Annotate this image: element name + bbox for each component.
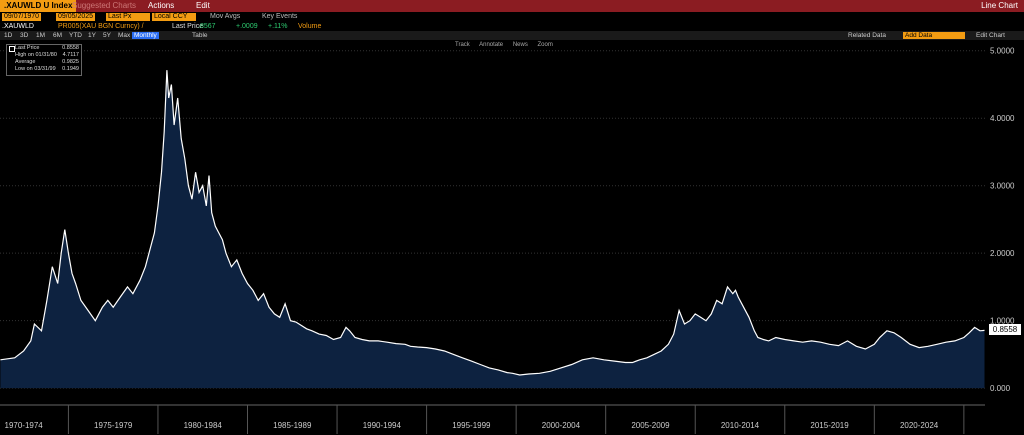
chart-tools: Track Annotate News Zoom xyxy=(455,42,561,48)
series-area xyxy=(0,70,985,389)
volume-label[interactable]: Volume xyxy=(298,23,322,30)
suggested-charts-button[interactable]: Suggested Charts xyxy=(72,1,137,10)
x-tick-label: 1980-1984 xyxy=(184,421,223,430)
period-bar: 1D 3D 1M 6M YTD 1Y 5Y Max Monthly Table … xyxy=(0,31,1024,40)
y-tick-label: 3.0000 xyxy=(990,182,1015,191)
start-date-field[interactable]: 09/07/1970 xyxy=(2,13,42,21)
price-field-select[interactable]: Last Px xyxy=(106,13,150,21)
edit-chart-button[interactable]: Edit Chart xyxy=(976,32,1005,39)
legend-key: Low on 03/31/99 xyxy=(15,66,56,72)
ticker-field[interactable]: .XAUWLD U Index xyxy=(0,0,77,12)
chart-legend: Last Price 0.8558 High on 01/31/80 4.7117 … xyxy=(6,44,82,76)
period-ytd[interactable]: YTD xyxy=(69,32,82,39)
last-price-value: .8567 xyxy=(198,23,216,30)
legend-row-average: Average 0.9825 xyxy=(7,59,81,66)
change-pct-value: +.11% xyxy=(268,23,288,30)
legend-key: Average xyxy=(15,59,36,65)
x-tick-label: 1975-1979 xyxy=(94,421,133,430)
edit-menu[interactable]: Edit xyxy=(196,1,210,10)
legend-value: 0.8558 xyxy=(62,45,79,51)
x-tick-label: 2000-2004 xyxy=(542,421,581,430)
x-tick-label: 1970-1974 xyxy=(5,421,44,430)
x-tick-label: 1990-1994 xyxy=(363,421,402,430)
period-3d[interactable]: 3D xyxy=(20,32,29,39)
x-tick-label: 2015-2019 xyxy=(810,421,849,430)
period-max[interactable]: Max xyxy=(118,32,131,39)
mov-avgs-toggle[interactable]: Mov Avgs xyxy=(210,13,241,20)
actions-menu[interactable]: Actions xyxy=(148,1,175,10)
key-events-toggle[interactable]: Key Events xyxy=(262,13,298,20)
news-tool[interactable]: News xyxy=(512,42,528,48)
y-tick-label: 1.0000 xyxy=(990,317,1015,326)
period-1d[interactable]: 1D xyxy=(4,32,13,39)
legend-value: 4.7117 xyxy=(62,52,79,58)
period-1y[interactable]: 1Y xyxy=(88,32,96,39)
security-source: PR005(XAU BGN Curncy) / xyxy=(58,23,144,30)
controls-bar: 09/07/1970 09/05/2025 Last Px Local CCY … xyxy=(0,12,1024,22)
last-price-flag: 0.8558 xyxy=(989,324,1021,336)
currency-select[interactable]: Local CCY xyxy=(152,13,196,21)
legend-row-last-price: Last Price 0.8558 xyxy=(7,45,81,52)
series-line xyxy=(0,70,985,376)
add-data-input[interactable]: Add Data xyxy=(903,32,965,39)
chart-type-label: Line Chart xyxy=(981,1,1018,10)
x-tick-label: 2010-2014 xyxy=(721,421,760,430)
x-tick-label: 2020-2024 xyxy=(900,421,939,430)
y-tick-label: 0.000 xyxy=(990,384,1011,393)
legend-row-low: Low on 03/31/99 0.1949 xyxy=(7,66,81,73)
y-tick-label: 2.0000 xyxy=(990,249,1015,258)
period-1m[interactable]: 1M xyxy=(36,32,46,39)
x-tick-label: 1995-1999 xyxy=(452,421,491,430)
top-toolbar: .XAUWLD U Index Suggested Charts Actions… xyxy=(0,0,1024,12)
track-tool[interactable]: Track xyxy=(455,42,470,48)
x-tick-label: 2005-2009 xyxy=(631,421,670,430)
legend-key: Last Price xyxy=(15,45,40,51)
related-data-button[interactable]: Related Data xyxy=(848,32,886,39)
y-tick-label: 4.0000 xyxy=(990,114,1015,123)
change-value: +.0009 xyxy=(236,23,258,30)
legend-value: 0.9825 xyxy=(62,59,79,65)
zoom-tool[interactable]: Zoom xyxy=(537,42,553,48)
security-row: .XAUWLD PR005(XAU BGN Curncy) / Last Pri… xyxy=(0,22,1024,31)
annotate-tool[interactable]: Annotate xyxy=(479,42,504,48)
period-5y[interactable]: 5Y xyxy=(103,32,111,39)
y-tick-label: 5.0000 xyxy=(990,47,1015,56)
last-price-label: Last Price xyxy=(172,23,204,30)
x-tick-label: 1985-1989 xyxy=(273,421,312,430)
legend-key: High on 01/31/80 xyxy=(15,52,57,58)
legend-swatch xyxy=(9,46,15,52)
legend-row-high: High on 01/31/80 4.7117 xyxy=(7,52,81,59)
table-button[interactable]: Table xyxy=(192,32,208,39)
legend-value: 0.1949 xyxy=(62,66,79,72)
security-name: .XAUWLD xyxy=(2,23,34,30)
period-6m[interactable]: 6M xyxy=(53,32,63,39)
frequency-select[interactable]: Monthly xyxy=(132,32,159,39)
end-date-field[interactable]: 09/05/2025 xyxy=(56,13,96,21)
